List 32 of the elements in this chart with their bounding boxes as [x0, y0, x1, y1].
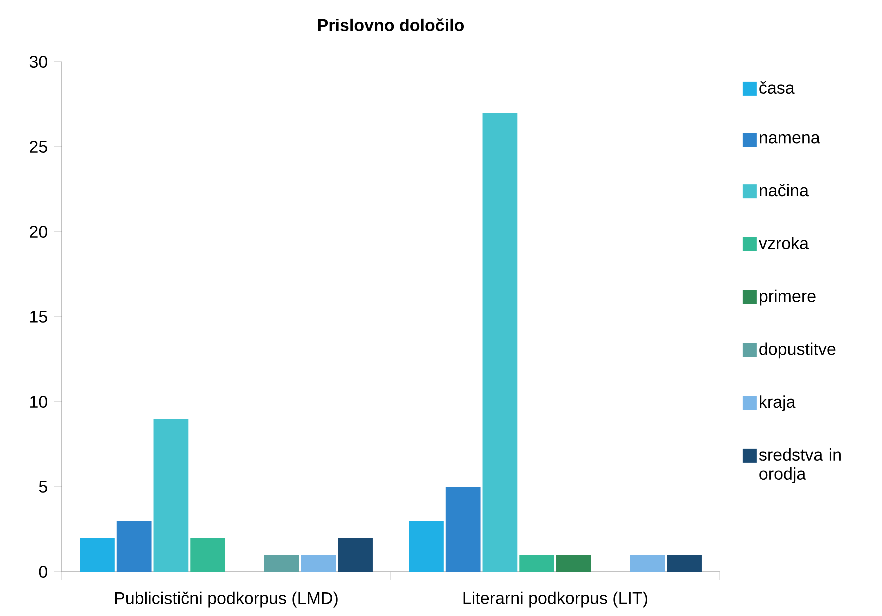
bar: [338, 538, 373, 572]
chart-title: Prislovno določilo: [318, 18, 464, 32]
y-tick-label: 25: [30, 140, 48, 154]
bar: [116, 521, 152, 572]
bar: [190, 538, 226, 572]
bar: [446, 487, 481, 572]
bar: [154, 418, 189, 572]
y-tick-label: 10: [30, 396, 48, 408]
x-tick-label: Literarni podkorpus (LIT): [464, 592, 648, 608]
legend-label: sredstva in orodja: [759, 448, 841, 484]
bar: [80, 538, 115, 572]
x-tick-label: Publicistični podkorpus (LMD): [115, 592, 338, 608]
bar: [630, 555, 666, 572]
y-tick-label: 20: [30, 226, 48, 238]
bar: [556, 555, 592, 572]
legend-label: kraja: [760, 396, 796, 412]
y-tick-label: 5: [39, 481, 48, 493]
bar: [667, 555, 702, 572]
bar: [482, 112, 518, 572]
legend-label: primere: [760, 290, 816, 306]
y-tick-label: 0: [39, 566, 48, 578]
legend-label: časa: [760, 81, 795, 94]
bar: [264, 555, 300, 572]
legend-label: načina: [760, 184, 810, 197]
legend-label: vzroka: [759, 237, 809, 250]
bar: [409, 521, 444, 572]
y-tick-label: 15: [30, 311, 48, 323]
bar: [301, 555, 336, 572]
legend-label: namena: [760, 134, 820, 144]
bar: [520, 555, 555, 572]
y-tick-label: 30: [30, 56, 48, 68]
legend-label: dopustitve: [760, 342, 836, 359]
